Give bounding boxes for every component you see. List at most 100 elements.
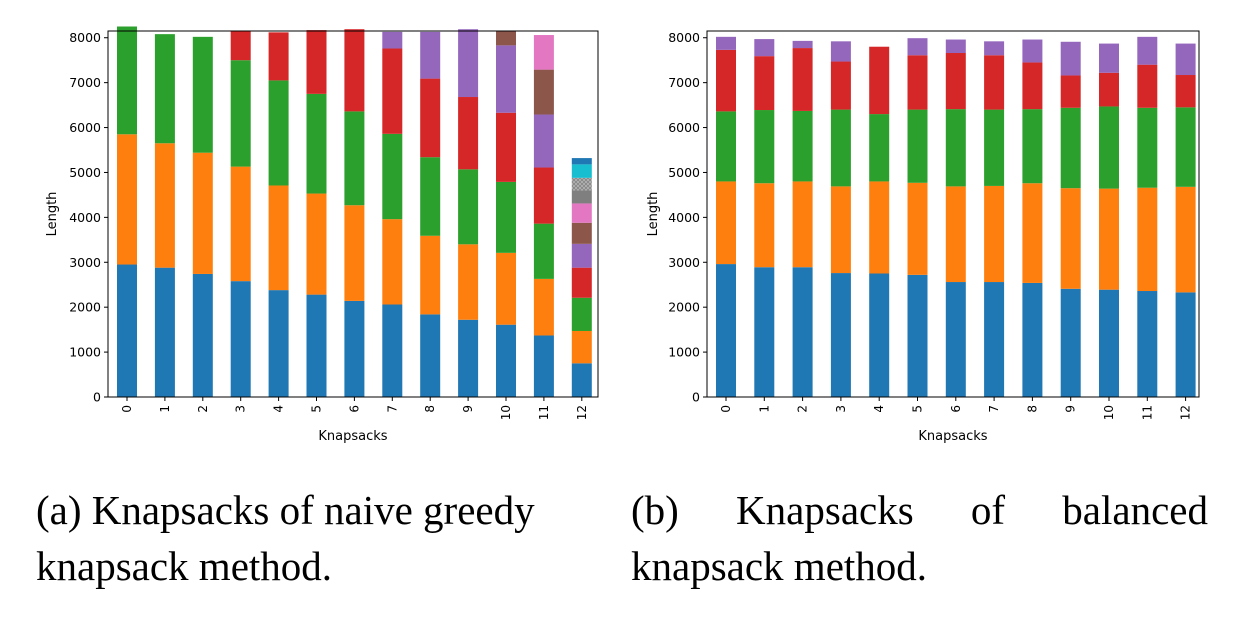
y-axis-label: Length bbox=[45, 192, 60, 237]
bar-segment bbox=[571, 363, 592, 397]
x-tick-label: 4 bbox=[872, 405, 886, 413]
bar-segment bbox=[571, 243, 592, 268]
bar-segment bbox=[268, 185, 289, 291]
bar-segment bbox=[716, 264, 736, 397]
bar-segment bbox=[344, 205, 365, 301]
bar-segment bbox=[230, 166, 251, 282]
bar-segment bbox=[1099, 289, 1119, 397]
bar-segment bbox=[830, 109, 851, 187]
x-tick-label: 3 bbox=[834, 405, 848, 413]
bar-segment bbox=[268, 32, 289, 81]
bar-segment bbox=[716, 111, 736, 182]
bar-segment bbox=[1022, 62, 1043, 110]
y-tick-label: 0 bbox=[692, 390, 700, 405]
bar-segment bbox=[458, 169, 479, 245]
bar-segment bbox=[382, 133, 403, 220]
bar-segment bbox=[716, 181, 736, 265]
bar-segment bbox=[154, 34, 175, 144]
bar-segment bbox=[496, 31, 516, 46]
y-tick-label: 7000 bbox=[69, 75, 101, 90]
bar-segment bbox=[1022, 109, 1043, 184]
bar-segment bbox=[230, 60, 251, 167]
plot-frame bbox=[706, 30, 1200, 398]
bar-segment bbox=[869, 114, 890, 182]
bar-segment bbox=[907, 38, 928, 56]
bar-segment bbox=[945, 39, 966, 54]
bar-segment bbox=[571, 330, 592, 364]
x-axis-label: Knapsacks bbox=[318, 429, 387, 444]
bar-segment bbox=[496, 181, 516, 253]
x-axis-label: Knapsacks bbox=[918, 429, 987, 444]
chart-naive-greedy: 0 1 2 3 4 5 6 7 8 9 10 11 12010002000300040005000600… bbox=[45, 26, 599, 444]
bar-segment bbox=[420, 314, 441, 397]
bar-segment bbox=[754, 39, 775, 57]
bar-segment bbox=[984, 185, 1005, 283]
bar-segment bbox=[907, 109, 928, 183]
x-tick-label: 8 bbox=[1025, 405, 1039, 413]
bar-segment bbox=[420, 31, 441, 79]
x-tick-label: 6 bbox=[949, 405, 963, 413]
x-tick-label: 10 bbox=[499, 405, 513, 420]
bar-segment bbox=[458, 29, 479, 98]
bar-segment bbox=[533, 35, 554, 70]
x-tick-label: 9 bbox=[461, 405, 475, 413]
bar-segment bbox=[382, 48, 403, 134]
bar-segment bbox=[945, 186, 966, 283]
bar-segment bbox=[1099, 43, 1119, 73]
bar-segment bbox=[1060, 75, 1081, 108]
bar-segment bbox=[1060, 188, 1081, 289]
x-tick-label: 5 bbox=[911, 405, 925, 413]
bar-segment bbox=[1175, 75, 1196, 108]
bar-segment bbox=[420, 235, 441, 315]
bar-segment bbox=[945, 109, 966, 187]
bar-segment bbox=[192, 273, 213, 397]
x-tick-label: 10 bbox=[1102, 405, 1116, 420]
bar-segment bbox=[1175, 43, 1196, 76]
bar-segment bbox=[1022, 39, 1043, 63]
bar-segment bbox=[945, 282, 966, 397]
bar-segment bbox=[754, 267, 775, 397]
bar-segment bbox=[1137, 36, 1158, 65]
bar-segment bbox=[907, 274, 928, 397]
y-tick-label: 8000 bbox=[668, 30, 700, 45]
bar-segment bbox=[154, 267, 175, 397]
bar-segment bbox=[1137, 187, 1158, 292]
bar-segment bbox=[306, 30, 327, 94]
x-tick-label: 12 bbox=[575, 405, 589, 420]
bar-segment bbox=[984, 109, 1005, 186]
y-tick-label: 5000 bbox=[69, 165, 101, 180]
y-tick-label: 7000 bbox=[668, 75, 700, 90]
bar-segment bbox=[533, 69, 554, 115]
bar-segment bbox=[1060, 41, 1081, 76]
bar-segment bbox=[754, 183, 775, 268]
bar-segment bbox=[830, 61, 851, 110]
bar-segment bbox=[533, 114, 554, 168]
y-tick-label: 4000 bbox=[668, 210, 700, 225]
y-tick-label: 6000 bbox=[668, 120, 700, 135]
bar-segment bbox=[907, 182, 928, 275]
x-tick-label: 2 bbox=[196, 405, 210, 413]
bar-segment bbox=[268, 290, 289, 397]
x-tick-label: 6 bbox=[347, 405, 361, 413]
bar-segment bbox=[533, 223, 554, 279]
bar-segment bbox=[420, 157, 441, 236]
bar-segment bbox=[344, 29, 365, 112]
bar-segment bbox=[458, 319, 479, 397]
x-tick-label: 7 bbox=[385, 405, 399, 413]
bar-segment bbox=[382, 304, 403, 397]
y-tick-label: 1000 bbox=[668, 345, 700, 360]
y-tick-label: 1000 bbox=[69, 345, 101, 360]
bar-segment bbox=[458, 97, 479, 170]
bar-segment bbox=[1022, 282, 1043, 397]
bar-segment bbox=[830, 273, 851, 397]
bar-segment bbox=[1060, 288, 1081, 397]
bar-segment bbox=[458, 244, 479, 320]
bar-segment bbox=[230, 31, 251, 61]
bar-segment bbox=[1175, 292, 1196, 397]
bar-segment bbox=[792, 48, 813, 111]
bar-segment bbox=[830, 41, 851, 62]
bar-segment bbox=[571, 177, 592, 191]
bar-segment bbox=[984, 41, 1005, 56]
bar-segment bbox=[1175, 186, 1196, 293]
plot-frame bbox=[107, 30, 599, 398]
